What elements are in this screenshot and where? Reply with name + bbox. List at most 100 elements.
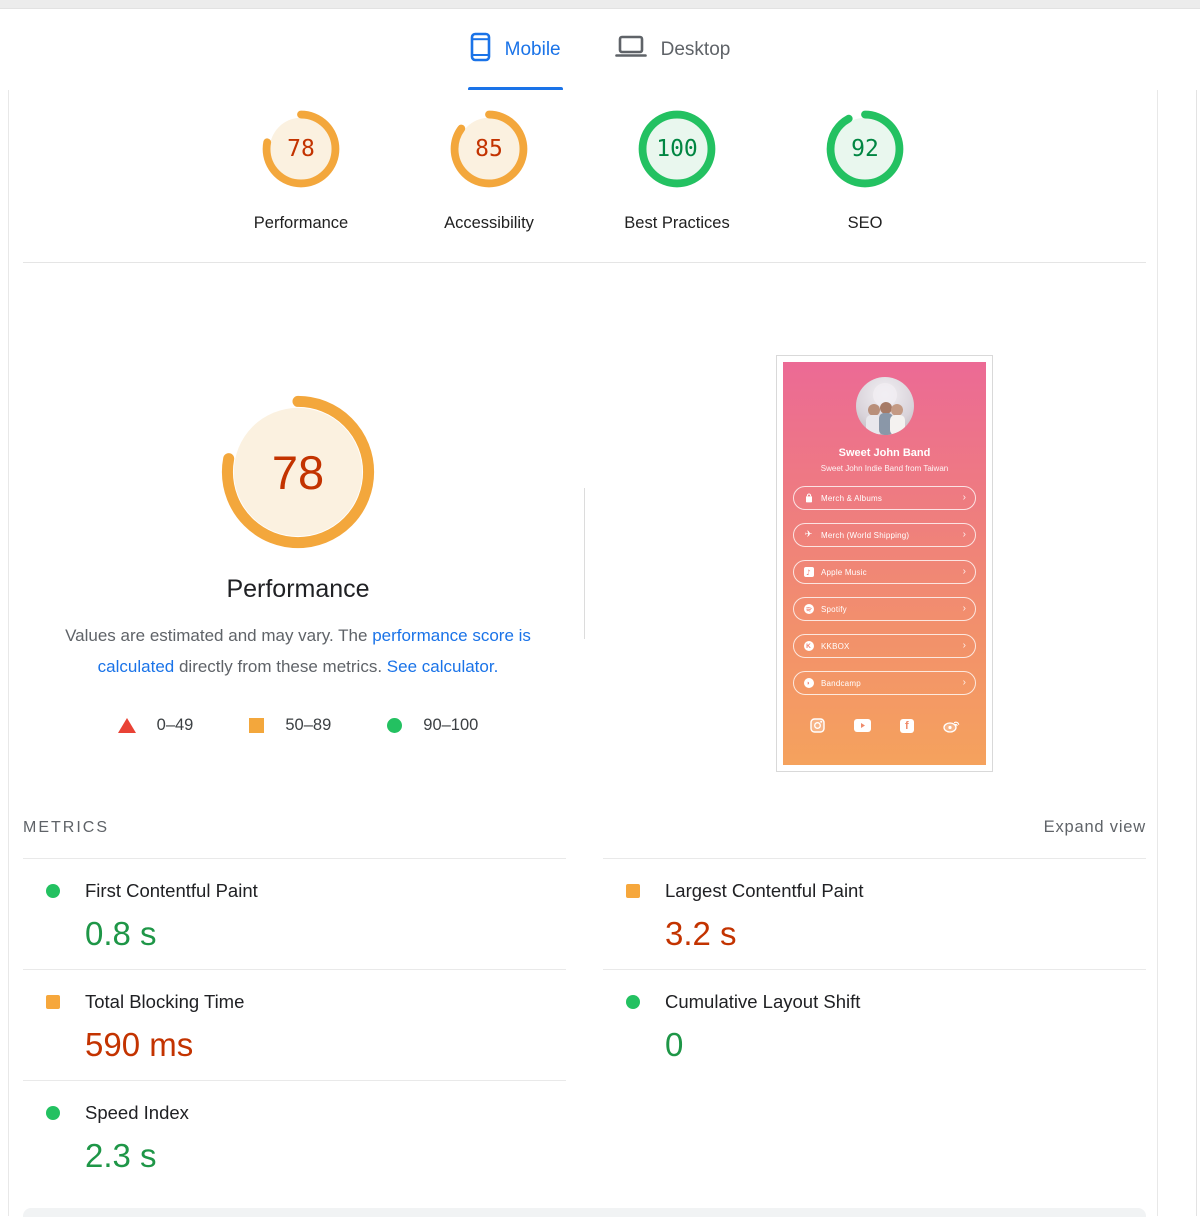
music-note-icon: ♪ (803, 567, 814, 578)
category-seo[interactable]: 92 SEO (790, 110, 940, 233)
chevron-right-icon: › (963, 678, 966, 688)
weibo-icon (943, 717, 960, 734)
link-button-label: Bandcamp (821, 679, 861, 688)
metric-value: 0.8 s (85, 915, 566, 953)
metric-value: 590 ms (85, 1026, 566, 1064)
category-label: Accessibility (444, 214, 534, 233)
tab-desktop[interactable]: Desktop (615, 34, 731, 66)
best-practices-gauge: 100 (638, 110, 716, 188)
metric-row-cls: Cumulative Layout Shift 0 (603, 970, 1146, 1080)
metrics-column-right: Largest Contentful Paint 3.2 s Cumulativ… (603, 858, 1146, 1080)
metric-name: Largest Contentful Paint (665, 880, 864, 902)
mobile-phone-icon (470, 32, 491, 68)
metric-status-average-icon (46, 995, 60, 1009)
metric-value: 3.2 s (665, 915, 1146, 953)
chevron-right-icon: › (963, 493, 966, 503)
see-calculator-link[interactable]: See calculator. (387, 657, 499, 676)
metric-status-good-icon (46, 884, 60, 898)
performance-summary: 78 Performance Values are estimated and … (23, 395, 573, 735)
metric-row-fcp: First Contentful Paint 0.8 s (23, 859, 566, 970)
facebook-icon: f (898, 717, 915, 734)
spotify-icon (803, 604, 814, 615)
performance-big-gauge: 78 (221, 395, 375, 549)
tab-mobile-label: Mobile (505, 39, 561, 61)
metric-status-average-icon (626, 884, 640, 898)
performance-description: Values are estimated and may vary. The p… (34, 620, 562, 682)
legend-fail-range: 0–49 (118, 716, 194, 735)
seo-score: 92 (826, 110, 904, 188)
metric-name: Speed Index (85, 1102, 189, 1124)
vertical-divider (584, 488, 585, 639)
right-edge-divider (1196, 10, 1197, 1216)
link-button-label: Merch & Albums (821, 494, 882, 503)
social-icons-row: f (783, 717, 986, 734)
category-label: Performance (254, 214, 348, 233)
metric-row-speed-index: Speed Index 2.3 s (23, 1081, 566, 1191)
fail-triangle-icon (118, 718, 136, 733)
metrics-heading: METRICS (23, 819, 109, 837)
accessibility-gauge: 85 (450, 110, 528, 188)
screenshot-content: Sweet John Band Sweet John Indie Band fr… (783, 362, 986, 765)
link-button-label: Spotify (821, 605, 847, 614)
metric-row-lcp: Largest Contentful Paint 3.2 s (603, 859, 1146, 970)
link-button-label: Merch (World Shipping) (821, 531, 909, 540)
metric-value: 0 (665, 1026, 1146, 1064)
category-accessibility[interactable]: 85 Accessibility (414, 110, 564, 233)
legend-range-label: 0–49 (157, 716, 194, 735)
band-title: Sweet John Band (839, 447, 931, 459)
avatar (856, 377, 914, 435)
device-tabbar: Mobile Desktop (0, 10, 1200, 90)
link-button-label: Apple Music (821, 568, 867, 577)
link-button-merch-albums: Merch & Albums › (793, 486, 976, 510)
chevron-right-icon: › (963, 530, 966, 540)
desktop-laptop-icon (615, 34, 647, 66)
category-gauges-row: 78 Performance 85 Accessibility 100 (9, 110, 1157, 233)
bandcamp-icon: ◗ (803, 678, 814, 689)
category-performance[interactable]: 78 Performance (226, 110, 376, 233)
expand-view-button[interactable]: Expand view (1044, 818, 1146, 837)
tab-mobile[interactable]: Mobile (470, 32, 561, 68)
performance-gauge: 78 (262, 110, 340, 188)
legend-range-label: 50–89 (285, 716, 331, 735)
seo-gauge: 92 (826, 110, 904, 188)
link-button-apple-music: ♪ Apple Music › (793, 560, 976, 584)
link-button-bandcamp: ◗ Bandcamp › (793, 671, 976, 695)
legend-good-range: 90–100 (387, 716, 478, 735)
metric-status-good-icon (46, 1106, 60, 1120)
good-circle-icon (387, 718, 402, 733)
category-best-practices[interactable]: 100 Best Practices (602, 110, 752, 233)
category-label: Best Practices (624, 214, 729, 233)
metrics-column-left: First Contentful Paint 0.8 s Total Block… (23, 858, 566, 1191)
chevron-right-icon: › (963, 641, 966, 651)
metrics-header: METRICS Expand view (23, 818, 1146, 837)
link-button-list: Merch & Albums › ✈ Merch (World Shipping… (783, 486, 986, 708)
metric-name: Cumulative Layout Shift (665, 991, 860, 1013)
link-button-kkbox: K KKBOX › (793, 634, 976, 658)
average-square-icon (249, 718, 264, 733)
best-practices-score: 100 (638, 110, 716, 188)
page-top-divider (0, 0, 1200, 9)
youtube-icon (854, 717, 871, 734)
legend-range-label: 90–100 (423, 716, 478, 735)
chevron-right-icon: › (963, 567, 966, 577)
legend-average-range: 50–89 (249, 716, 331, 735)
performance-big-score: 78 (221, 395, 375, 549)
link-button-label: KKBOX (821, 642, 850, 651)
metric-status-good-icon (626, 995, 640, 1009)
instagram-icon (809, 717, 826, 734)
metric-row-tbt: Total Blocking Time 590 ms (23, 970, 566, 1081)
metric-value: 2.3 s (85, 1137, 566, 1175)
metric-name: Total Blocking Time (85, 991, 244, 1013)
band-subtitle: Sweet John Indie Band from Taiwan (821, 464, 948, 473)
plane-icon: ✈ (803, 530, 814, 541)
tab-desktop-label: Desktop (661, 39, 731, 61)
page-screenshot-thumbnail: Sweet John Band Sweet John Indie Band fr… (776, 355, 993, 772)
performance-section-title: Performance (23, 575, 573, 604)
metric-name: First Contentful Paint (85, 880, 258, 902)
report-card: 78 Performance 85 Accessibility 100 (8, 90, 1158, 1216)
section-divider (23, 262, 1146, 263)
link-button-spotify: Spotify › (793, 597, 976, 621)
chevron-right-icon: › (963, 604, 966, 614)
kkbox-icon: K (803, 641, 814, 652)
category-label: SEO (848, 214, 883, 233)
